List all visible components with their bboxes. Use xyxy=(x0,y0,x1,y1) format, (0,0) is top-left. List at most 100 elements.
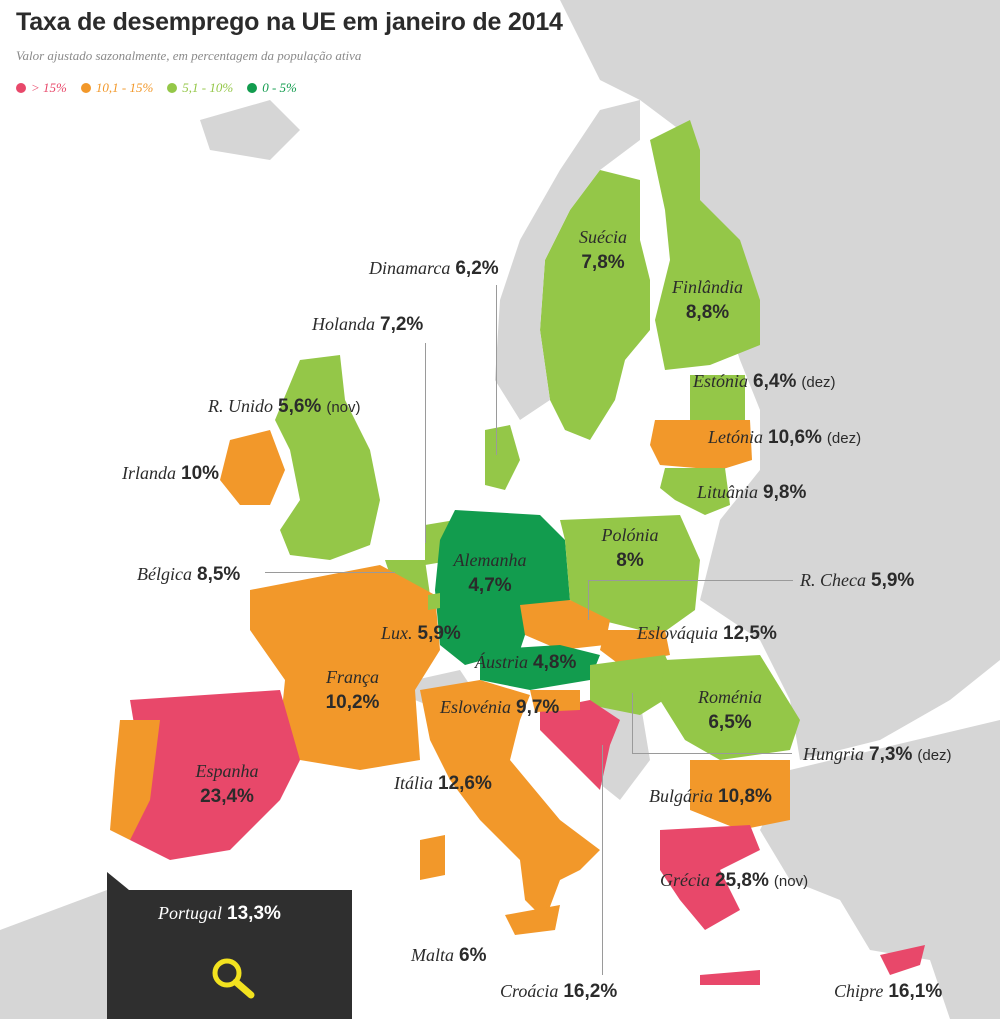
country-name: Finlândia xyxy=(672,277,743,297)
label-alemanha: Alemanha 4,7% xyxy=(445,547,535,599)
legend-label-high: > 15% xyxy=(31,80,67,95)
country-value: 7,3% xyxy=(869,744,913,765)
country-value: 12,6% xyxy=(438,773,492,794)
label-franca: França 10,2% xyxy=(305,664,400,716)
country-value: 9,8% xyxy=(763,482,807,503)
country-name: Lux. xyxy=(381,623,413,643)
label-romenia: Roménia 6,5% xyxy=(680,684,780,736)
label-irlanda: Irlanda 10% xyxy=(122,463,219,485)
country-name: Eslovénia xyxy=(440,697,511,717)
legend-label-mid: 10,1 - 15% xyxy=(95,80,154,95)
country-note: (dez) xyxy=(917,747,952,764)
label-croacia: Croácia 16,2% xyxy=(500,981,617,1003)
label-hungria: Hungria 7,3% (dez) xyxy=(803,744,952,766)
leader-line-hungary xyxy=(632,693,633,753)
shape-czech xyxy=(520,600,610,650)
legend-item: 10,1 - 15% xyxy=(80,80,154,96)
country-note: (nov) xyxy=(773,873,809,890)
label-rcheca: R. Checa 5,9% xyxy=(800,570,914,592)
shape-romania xyxy=(660,655,800,760)
magnifier-icon[interactable] xyxy=(207,955,259,1001)
country-value: 6,2% xyxy=(455,258,499,279)
country-value: 4,7% xyxy=(468,575,512,596)
country-value: 7,8% xyxy=(581,252,625,273)
shape-latvia xyxy=(650,420,752,470)
country-value: 6,5% xyxy=(708,712,752,733)
shape-luxembourg xyxy=(428,593,440,610)
leader-line-belgium xyxy=(265,572,395,573)
country-value: 7,2% xyxy=(380,314,424,335)
label-malta: Malta 6% xyxy=(411,945,486,967)
country-name: Áustria xyxy=(475,652,529,672)
legend: > 15% 10,1 - 15% 5,1 - 10% 0 - 5% xyxy=(16,80,297,96)
country-name: Chipre xyxy=(834,981,884,1001)
legend-dot-lowest xyxy=(247,83,258,93)
portugal-callout-pointer xyxy=(107,872,129,890)
label-eslovenia: Eslovénia 9,7% xyxy=(440,697,559,719)
country-value: 9,7% xyxy=(516,697,560,718)
country-name: Dinamarca xyxy=(369,258,451,278)
label-dinamarca: Dinamarca 6,2% xyxy=(369,258,499,280)
country-value: 23,4% xyxy=(200,786,254,807)
country-name: Bélgica xyxy=(137,564,192,584)
legend-item: 5,1 - 10% xyxy=(167,80,233,96)
country-name: Letónia xyxy=(708,427,764,447)
country-note: (dez) xyxy=(826,430,862,447)
shape-slovenia xyxy=(530,690,580,712)
label-espanha: Espanha 23,4% xyxy=(177,758,277,810)
label-estonia: Estónia 6,4% (dez) xyxy=(693,371,836,393)
country-note: (nov) xyxy=(326,399,361,416)
legend-dot-mid xyxy=(80,83,91,93)
leader-line-czech-v xyxy=(588,580,589,620)
legend-label-lowest: 0 - 5% xyxy=(262,80,297,95)
country-value: 12,5% xyxy=(723,623,777,644)
shape-bulgaria xyxy=(690,760,790,830)
label-letonia: Letónia 10,6% (dez) xyxy=(708,427,861,449)
country-name: R. Unido xyxy=(208,396,273,416)
label-eslovaquia: Eslováquia 12,5% xyxy=(637,623,777,645)
label-belgica: Bélgica 8,5% xyxy=(137,564,240,586)
country-value: 25,8% xyxy=(715,870,769,891)
shape-lithuania xyxy=(660,468,730,515)
country-value: 6,4% xyxy=(753,371,797,392)
country-name: Suécia xyxy=(579,227,627,247)
label-runido: R. Unido 5,6% (nov) xyxy=(208,396,361,418)
shape-estonia xyxy=(690,375,745,420)
label-italia: Itália 12,6% xyxy=(394,773,492,795)
label-lituania: Lituânia 9,8% xyxy=(697,482,806,504)
country-shapes xyxy=(110,100,925,985)
shape-italy xyxy=(420,680,600,920)
label-holanda: Holanda 7,2% xyxy=(312,314,423,336)
country-name: Holanda xyxy=(312,314,375,334)
country-value: 10% xyxy=(181,463,220,484)
leader-line-netherlands xyxy=(425,343,426,543)
shape-croatia xyxy=(540,700,620,790)
country-name: Espanha xyxy=(195,761,259,781)
legend-dot-low xyxy=(167,83,178,93)
label-grecia: Grécia 25,8% (nov) xyxy=(660,870,808,892)
leader-line-hungary-h xyxy=(632,753,792,754)
country-value: 13,3% xyxy=(227,903,281,924)
shape-hungary xyxy=(590,655,680,715)
shape-greece xyxy=(660,825,760,930)
shape-spain xyxy=(130,690,300,860)
label-chipre: Chipre 16,1% xyxy=(834,981,942,1003)
legend-label-low: 5,1 - 10% xyxy=(182,80,234,95)
shape-sweden xyxy=(540,170,650,440)
label-austria: Áustria 4,8% xyxy=(475,652,576,674)
portugal-callout-box xyxy=(107,890,352,1019)
country-name: Eslováquia xyxy=(637,623,718,643)
legend-item: 0 - 5% xyxy=(247,80,297,96)
shape-uk xyxy=(275,355,380,560)
country-value: 6% xyxy=(459,945,487,966)
shape-germany xyxy=(435,510,570,665)
country-note: (dez) xyxy=(801,374,836,391)
country-name: Bulgária xyxy=(649,786,714,806)
country-name: Hungria xyxy=(803,744,865,764)
label-portugal: Portugal 13,3% xyxy=(158,903,281,925)
shape-slovakia xyxy=(600,630,670,665)
country-name: França xyxy=(326,667,379,687)
country-name: Estónia xyxy=(693,371,749,391)
shape-ireland xyxy=(220,430,285,505)
